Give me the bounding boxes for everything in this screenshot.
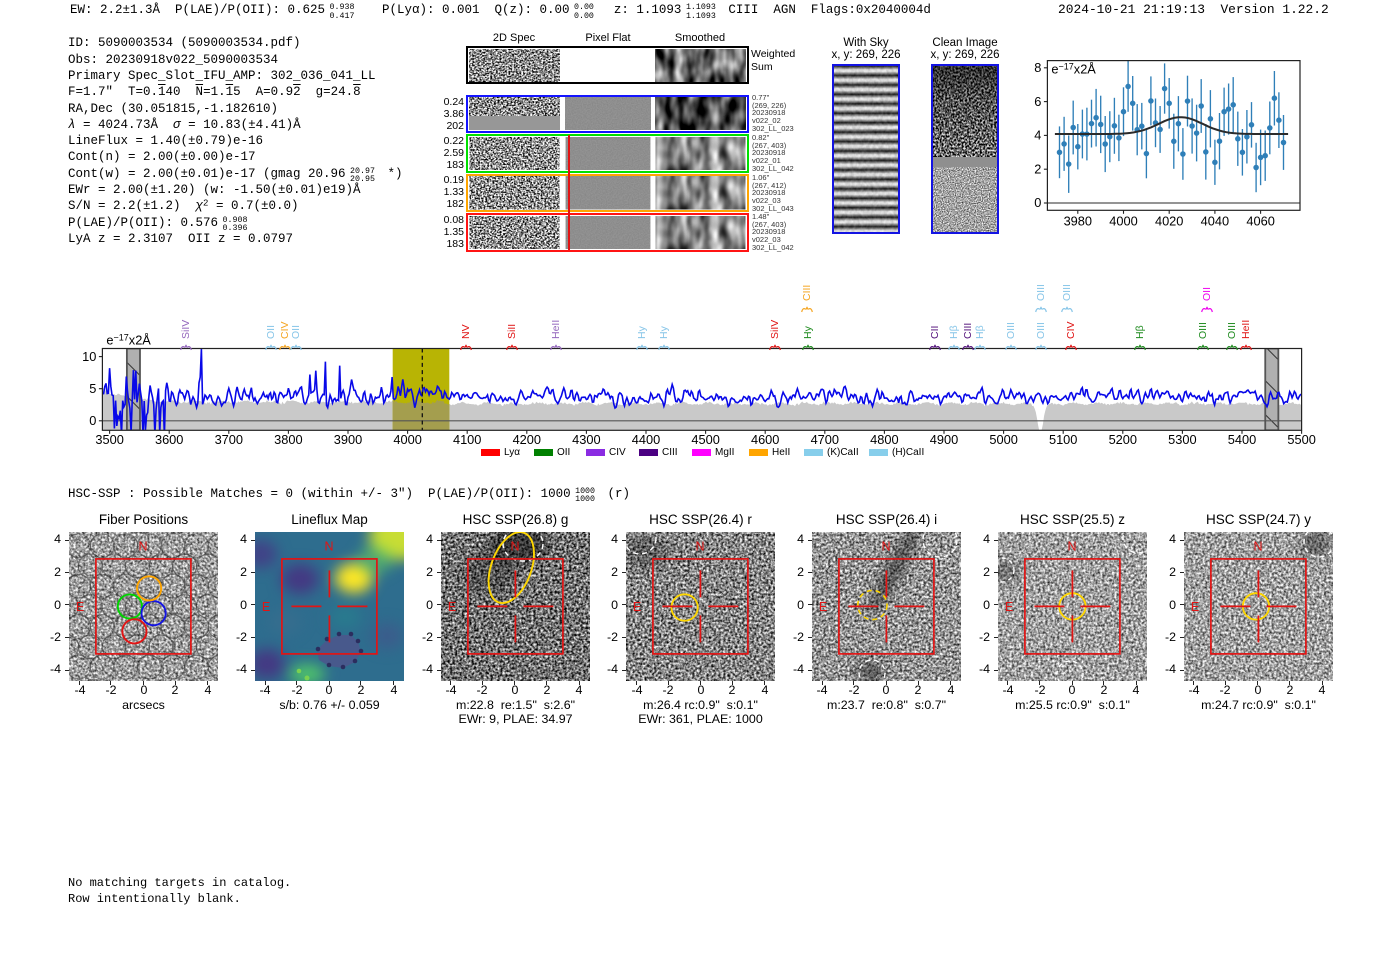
svg-text:4000: 4000 [1109,213,1137,228]
svg-text:N: N [1067,540,1076,554]
svg-text:E: E [262,600,270,614]
svg-text:e−17x2Å: e−17x2Å [106,333,151,348]
svg-text:N: N [139,540,148,554]
svg-text:N: N [1253,540,1262,554]
svg-text:E: E [1190,600,1198,614]
svg-text:5200: 5200 [1109,432,1137,447]
svg-text:5: 5 [89,381,96,396]
svg-text:3980: 3980 [1064,213,1092,228]
svg-text:e−17x2Å: e−17x2Å [1051,62,1096,77]
svg-text:4020: 4020 [1155,213,1183,228]
svg-text:4800: 4800 [870,432,898,447]
svg-text:5500: 5500 [1287,432,1315,447]
svg-text:4400: 4400 [632,432,660,447]
svg-text:3500: 3500 [95,432,123,447]
svg-text:3800: 3800 [274,432,302,447]
svg-text:E: E [819,600,827,614]
svg-text:3900: 3900 [334,432,362,447]
svg-text:3700: 3700 [215,432,243,447]
svg-text:4900: 4900 [930,432,958,447]
svg-text:5300: 5300 [1168,432,1196,447]
svg-text:E: E [1005,600,1013,614]
svg-text:4000: 4000 [393,432,421,447]
svg-text:4060: 4060 [1246,213,1274,228]
svg-text:3600: 3600 [155,432,183,447]
svg-text:4700: 4700 [811,432,839,447]
svg-text:N: N [510,540,519,554]
svg-text:N: N [324,540,333,554]
svg-text:4200: 4200 [513,432,541,447]
svg-text:8: 8 [1034,60,1041,75]
svg-text:10: 10 [82,349,96,364]
svg-text:4300: 4300 [572,432,600,447]
svg-text:6: 6 [1034,94,1041,109]
svg-text:4100: 4100 [453,432,481,447]
svg-text:4500: 4500 [691,432,719,447]
svg-text:E: E [633,600,641,614]
svg-text:E: E [76,600,84,614]
svg-text:5000: 5000 [989,432,1017,447]
svg-text:5100: 5100 [1049,432,1077,447]
svg-text:5400: 5400 [1228,432,1256,447]
svg-text:4: 4 [1034,128,1041,143]
svg-text:0: 0 [1034,195,1041,210]
svg-text:4040: 4040 [1201,213,1229,228]
svg-text:N: N [882,540,891,554]
svg-text:4600: 4600 [751,432,779,447]
svg-text:2: 2 [1034,161,1041,176]
svg-text:E: E [448,600,456,614]
svg-text:0: 0 [89,413,96,428]
svg-text:N: N [696,540,705,554]
